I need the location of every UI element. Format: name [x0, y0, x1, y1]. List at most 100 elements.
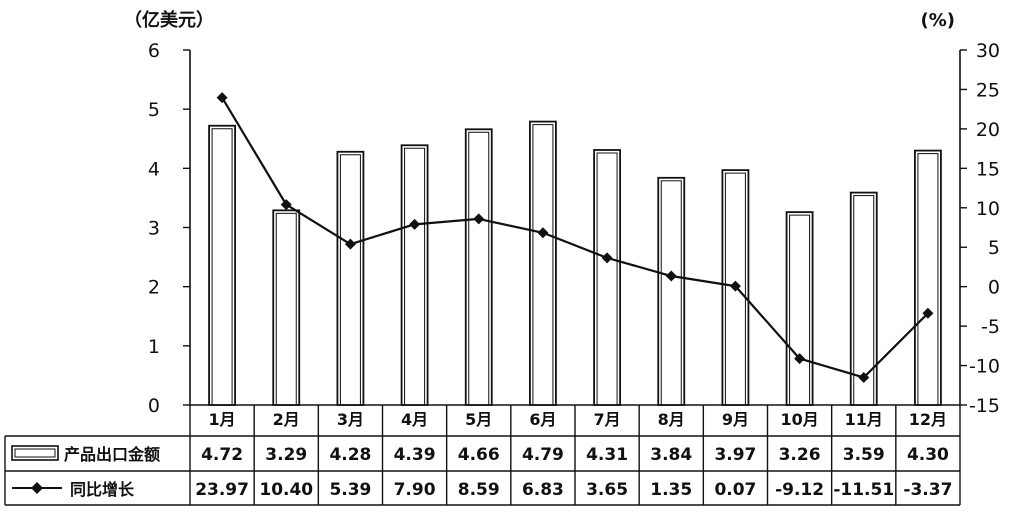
bar-inner: [660, 180, 682, 406]
bar-2月: [272, 209, 301, 406]
bar-outer: [208, 124, 236, 406]
table-cell-growth: 10.40: [259, 480, 313, 500]
category-label: 2月: [273, 410, 300, 429]
legend-bar-swatch: [11, 445, 59, 461]
line-point-10月: [794, 353, 806, 365]
line-point-11月: [858, 371, 870, 383]
bar-outer: [785, 211, 814, 406]
right-tick-label: 20: [976, 119, 1000, 141]
bar-7月: [593, 149, 621, 406]
bar-1月: [208, 124, 236, 406]
left-tick-label: 6: [148, 40, 160, 62]
table-cell-growth: -3.37: [903, 480, 952, 500]
bar-inner: [404, 147, 426, 406]
line-point-12月: [922, 307, 934, 319]
table-cell-export: 3.97: [714, 445, 756, 465]
table-cell-growth: -11.51: [833, 480, 894, 500]
bar-outer: [464, 128, 493, 406]
category-label: 9月: [722, 410, 749, 429]
left-tick-label: 5: [148, 99, 160, 121]
line-point-4月: [409, 218, 421, 230]
right-tick-label: 25: [976, 79, 1000, 101]
category-label: 8月: [658, 410, 685, 429]
table-cell-growth: 8.59: [458, 480, 500, 500]
bar-12月: [914, 149, 942, 406]
bar-outer: [849, 191, 878, 406]
table-cell-export: 3.29: [265, 445, 307, 465]
bar-11月: [849, 191, 878, 406]
table-cell-export: 3.26: [779, 445, 821, 465]
left-tick-label: 1: [148, 336, 160, 358]
table-cell-growth: -9.12: [775, 480, 824, 500]
right-tick-label: -5: [981, 316, 1000, 338]
table-cell-export: 4.30: [907, 445, 949, 465]
bar-5月: [464, 128, 493, 406]
category-label: 12月: [909, 410, 947, 429]
bar-inner: [211, 128, 233, 406]
line-point-1月: [216, 92, 228, 104]
table-cell-export: 4.66: [458, 445, 500, 465]
left-tick-label: 2: [148, 277, 160, 299]
bar-inner: [853, 195, 875, 406]
line-point-2月: [280, 199, 292, 211]
bar-inner: [917, 153, 939, 406]
right-tick-label: -10: [969, 356, 1000, 378]
table-cell-export: 4.72: [201, 445, 243, 465]
right-tick-label: 0: [988, 277, 1000, 299]
table-cell-export: 3.84: [650, 445, 692, 465]
table-cell-growth: 0.07: [714, 480, 756, 500]
table-cell-export: 4.28: [329, 445, 371, 465]
right-tick-label: 5: [988, 237, 1000, 259]
category-label: 5月: [465, 410, 492, 429]
bar-inner: [789, 214, 811, 406]
table-cell-export: 4.31: [586, 445, 628, 465]
bar-4月: [400, 144, 429, 406]
bar-inner: [339, 154, 361, 406]
category-label: 3月: [337, 410, 364, 429]
table-cell-growth: 1.35: [650, 480, 692, 500]
category-label: 1月: [209, 410, 236, 429]
bar-inner: [532, 124, 554, 406]
legend-line-marker: [31, 482, 43, 494]
bar-inner: [724, 172, 746, 406]
right-axis-unit: (%): [921, 10, 956, 31]
bar-outer: [400, 144, 429, 406]
category-label: 7月: [594, 410, 621, 429]
bar-outer: [272, 209, 301, 406]
bar-inner: [596, 152, 618, 406]
bar-6月: [529, 120, 557, 406]
table-cell-export: 4.39: [394, 445, 436, 465]
bar-inner: [468, 131, 490, 406]
right-tick-label: 30: [976, 40, 1000, 62]
right-tick-label: -15: [969, 395, 1000, 417]
bar-outer: [336, 150, 365, 406]
bar-8月: [657, 176, 686, 406]
category-label: 11月: [845, 410, 883, 429]
line-point-9月: [729, 280, 741, 292]
left-tick-label: 3: [148, 218, 160, 240]
bar-outer: [593, 149, 621, 406]
category-label: 10月: [780, 410, 818, 429]
table-cell-growth: 5.39: [329, 480, 371, 500]
bar-outer: [914, 149, 942, 406]
table-cell-export: 4.79: [522, 445, 564, 465]
plot-area: 0 1 2 3 4 5 6 -15 -10 -5 0 5 10 15 20 25 30: [148, 40, 1000, 417]
bar-outer: [657, 176, 686, 406]
bar-3月: [336, 150, 365, 406]
right-tick-label: 10: [976, 198, 1000, 220]
category-label: 4月: [401, 410, 428, 429]
table-cell-growth: 3.65: [586, 480, 628, 500]
category-label: 6月: [529, 410, 556, 429]
bar-inner: [275, 212, 297, 406]
legend-label-growth: 同比增长: [70, 480, 135, 499]
bar-10月: [785, 211, 814, 406]
line-point-6月: [537, 227, 549, 239]
line-point-3月: [344, 238, 356, 250]
right-tick-label: 15: [976, 158, 1000, 180]
table-cell-growth: 6.83: [522, 480, 564, 500]
line-point-8月: [665, 270, 677, 282]
legend-label-export: 产品出口金额: [64, 445, 160, 464]
table-cell-growth: 7.90: [394, 480, 436, 500]
